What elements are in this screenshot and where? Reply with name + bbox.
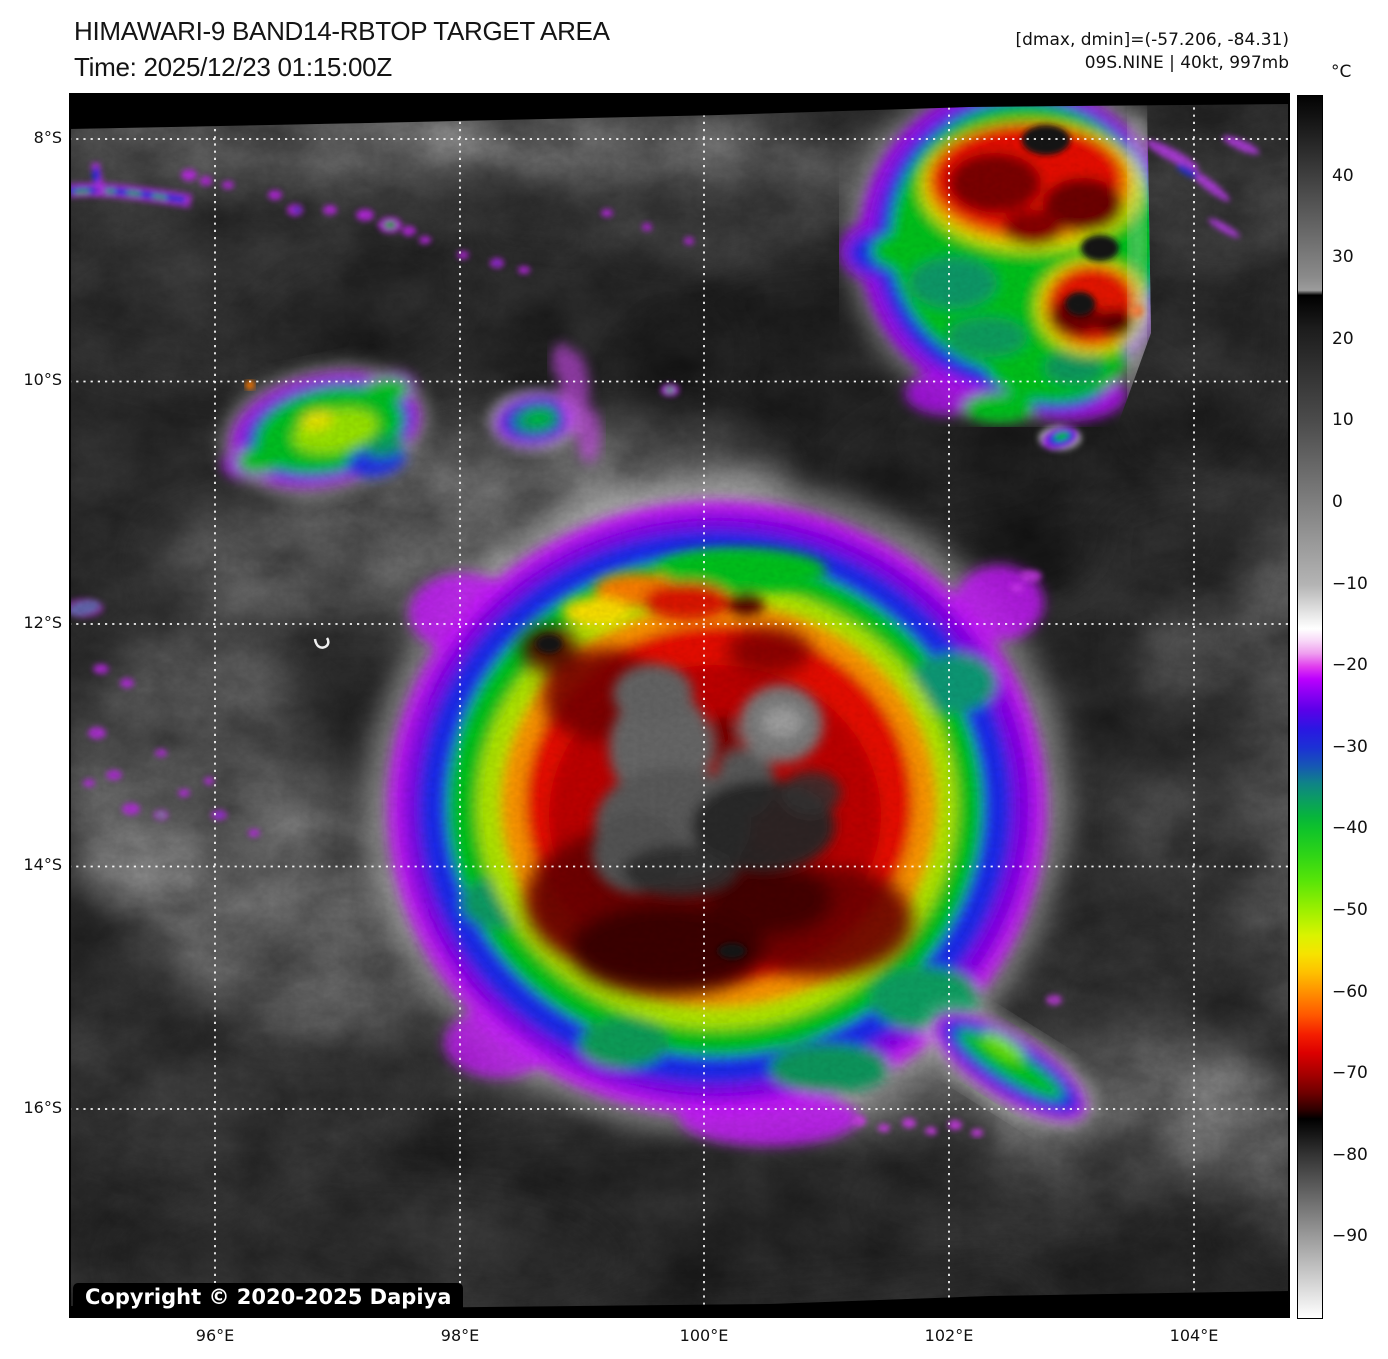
colorbar-unit-label: °C bbox=[1331, 62, 1352, 82]
plot-frame bbox=[69, 93, 1290, 1318]
annotation-storm-info: 09S.NINE | 40kt, 997mb bbox=[1084, 53, 1289, 73]
colorbar-tick-label: −80 bbox=[1332, 1145, 1368, 1165]
lat-tick-label: 14°S bbox=[23, 855, 62, 874]
lat-tick-label: 10°S bbox=[23, 370, 62, 389]
colorbar bbox=[1297, 95, 1323, 1319]
satellite-image bbox=[69, 93, 1290, 1318]
pixel-grain bbox=[69, 93, 1290, 1318]
swath-edge-top bbox=[69, 93, 1290, 129]
colorbar-tick-label: −30 bbox=[1332, 737, 1368, 757]
lat-tick-label: 16°S bbox=[23, 1098, 62, 1117]
colorbar-tick-label: −90 bbox=[1332, 1226, 1368, 1246]
colorbar-tick-label: −20 bbox=[1332, 655, 1368, 675]
copyright-watermark: Copyright © 2020-2025 Dapiya bbox=[73, 1283, 464, 1313]
satellite-image-panel bbox=[69, 93, 1290, 1318]
annotation-dmax-dmin: [dmax, dmin]=(-57.206, -84.31) bbox=[1015, 30, 1290, 50]
colorbar-tick-label: −40 bbox=[1332, 818, 1368, 838]
lon-tick-label: 104°E bbox=[1169, 1326, 1219, 1345]
lat-tick-label: 8°S bbox=[33, 128, 62, 147]
lat-tick-label: 12°S bbox=[23, 613, 62, 632]
colorbar-tick-label: 30 bbox=[1332, 247, 1354, 267]
colorbar-tick-label: −70 bbox=[1332, 1063, 1368, 1083]
colorbar-tick-label: 40 bbox=[1332, 166, 1354, 186]
colorbar-tick-label: 10 bbox=[1332, 410, 1354, 430]
lon-tick-label: 98°E bbox=[440, 1326, 480, 1345]
lon-tick-label: 100°E bbox=[679, 1326, 729, 1345]
colorbar-tick-label: −50 bbox=[1332, 900, 1368, 920]
lon-tick-label: 96°E bbox=[195, 1326, 235, 1345]
figure-time: Time: 2025/12/23 01:15:00Z bbox=[74, 52, 392, 82]
annotation-block: [dmax, dmin]=(-57.206, -84.31) 09S.NINE … bbox=[1016, 29, 1290, 75]
figure-title: HIMAWARI-9 BAND14-RBTOP TARGET AREA bbox=[74, 16, 610, 46]
colorbar-tick-label: −10 bbox=[1332, 574, 1368, 594]
lon-tick-label: 102°E bbox=[924, 1326, 974, 1345]
colorbar-tick-label: 20 bbox=[1332, 329, 1354, 349]
colorbar-tick-label: 0 bbox=[1332, 492, 1343, 512]
graticule-gridlines bbox=[69, 93, 1290, 1318]
colorbar-tick-label: −60 bbox=[1332, 982, 1368, 1002]
